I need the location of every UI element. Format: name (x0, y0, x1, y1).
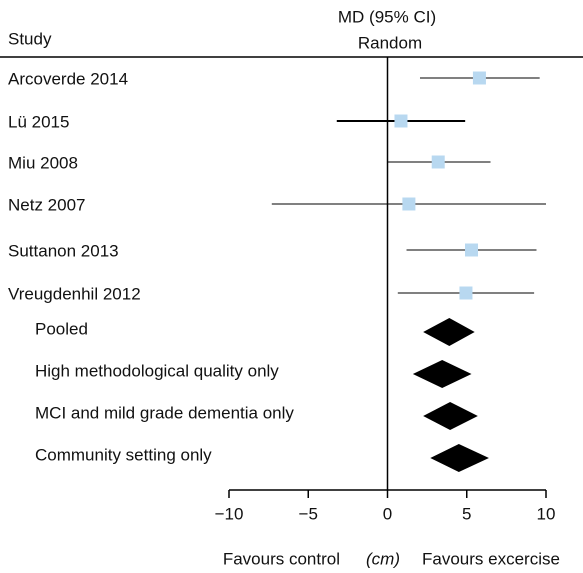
study-name: Lü 2015 (8, 112, 69, 131)
study-name: Netz 2007 (8, 195, 86, 214)
effect-square (465, 243, 479, 257)
x-tick-label: 5 (462, 504, 471, 523)
study-name: Vreugdenhil 2012 (8, 284, 141, 303)
pooled-name: Pooled (35, 319, 88, 338)
effect-header: MD (95% CI) (338, 7, 436, 26)
x-tick-label: 10 (537, 504, 556, 523)
pooled-diamond (423, 318, 475, 346)
pooled-name: Community setting only (35, 445, 212, 464)
effect-square (472, 71, 486, 85)
effect-square (431, 155, 445, 169)
model-label: Random (358, 33, 422, 52)
unit-label: (cm) (366, 549, 400, 568)
x-tick-label: −10 (215, 504, 244, 523)
study-name: Miu 2008 (8, 153, 78, 172)
x-tick-label: 0 (383, 504, 392, 523)
study-name: Arcoverde 2014 (8, 69, 128, 88)
pooled-name: MCI and mild grade dementia only (35, 403, 294, 422)
left-label: Favours control (223, 549, 340, 568)
pooled-diamond (423, 402, 478, 430)
effect-square (394, 114, 408, 128)
pooled-diamond (430, 444, 489, 472)
effect-square (459, 286, 473, 300)
x-tick-label: −5 (299, 504, 318, 523)
right-label: Favours excercise (422, 549, 560, 568)
study-name: Suttanon 2013 (8, 241, 119, 260)
study-header: Study (8, 29, 52, 48)
pooled-name: High methodological quality only (35, 361, 279, 380)
effect-square (402, 197, 416, 211)
pooled-diamond (412, 360, 472, 388)
